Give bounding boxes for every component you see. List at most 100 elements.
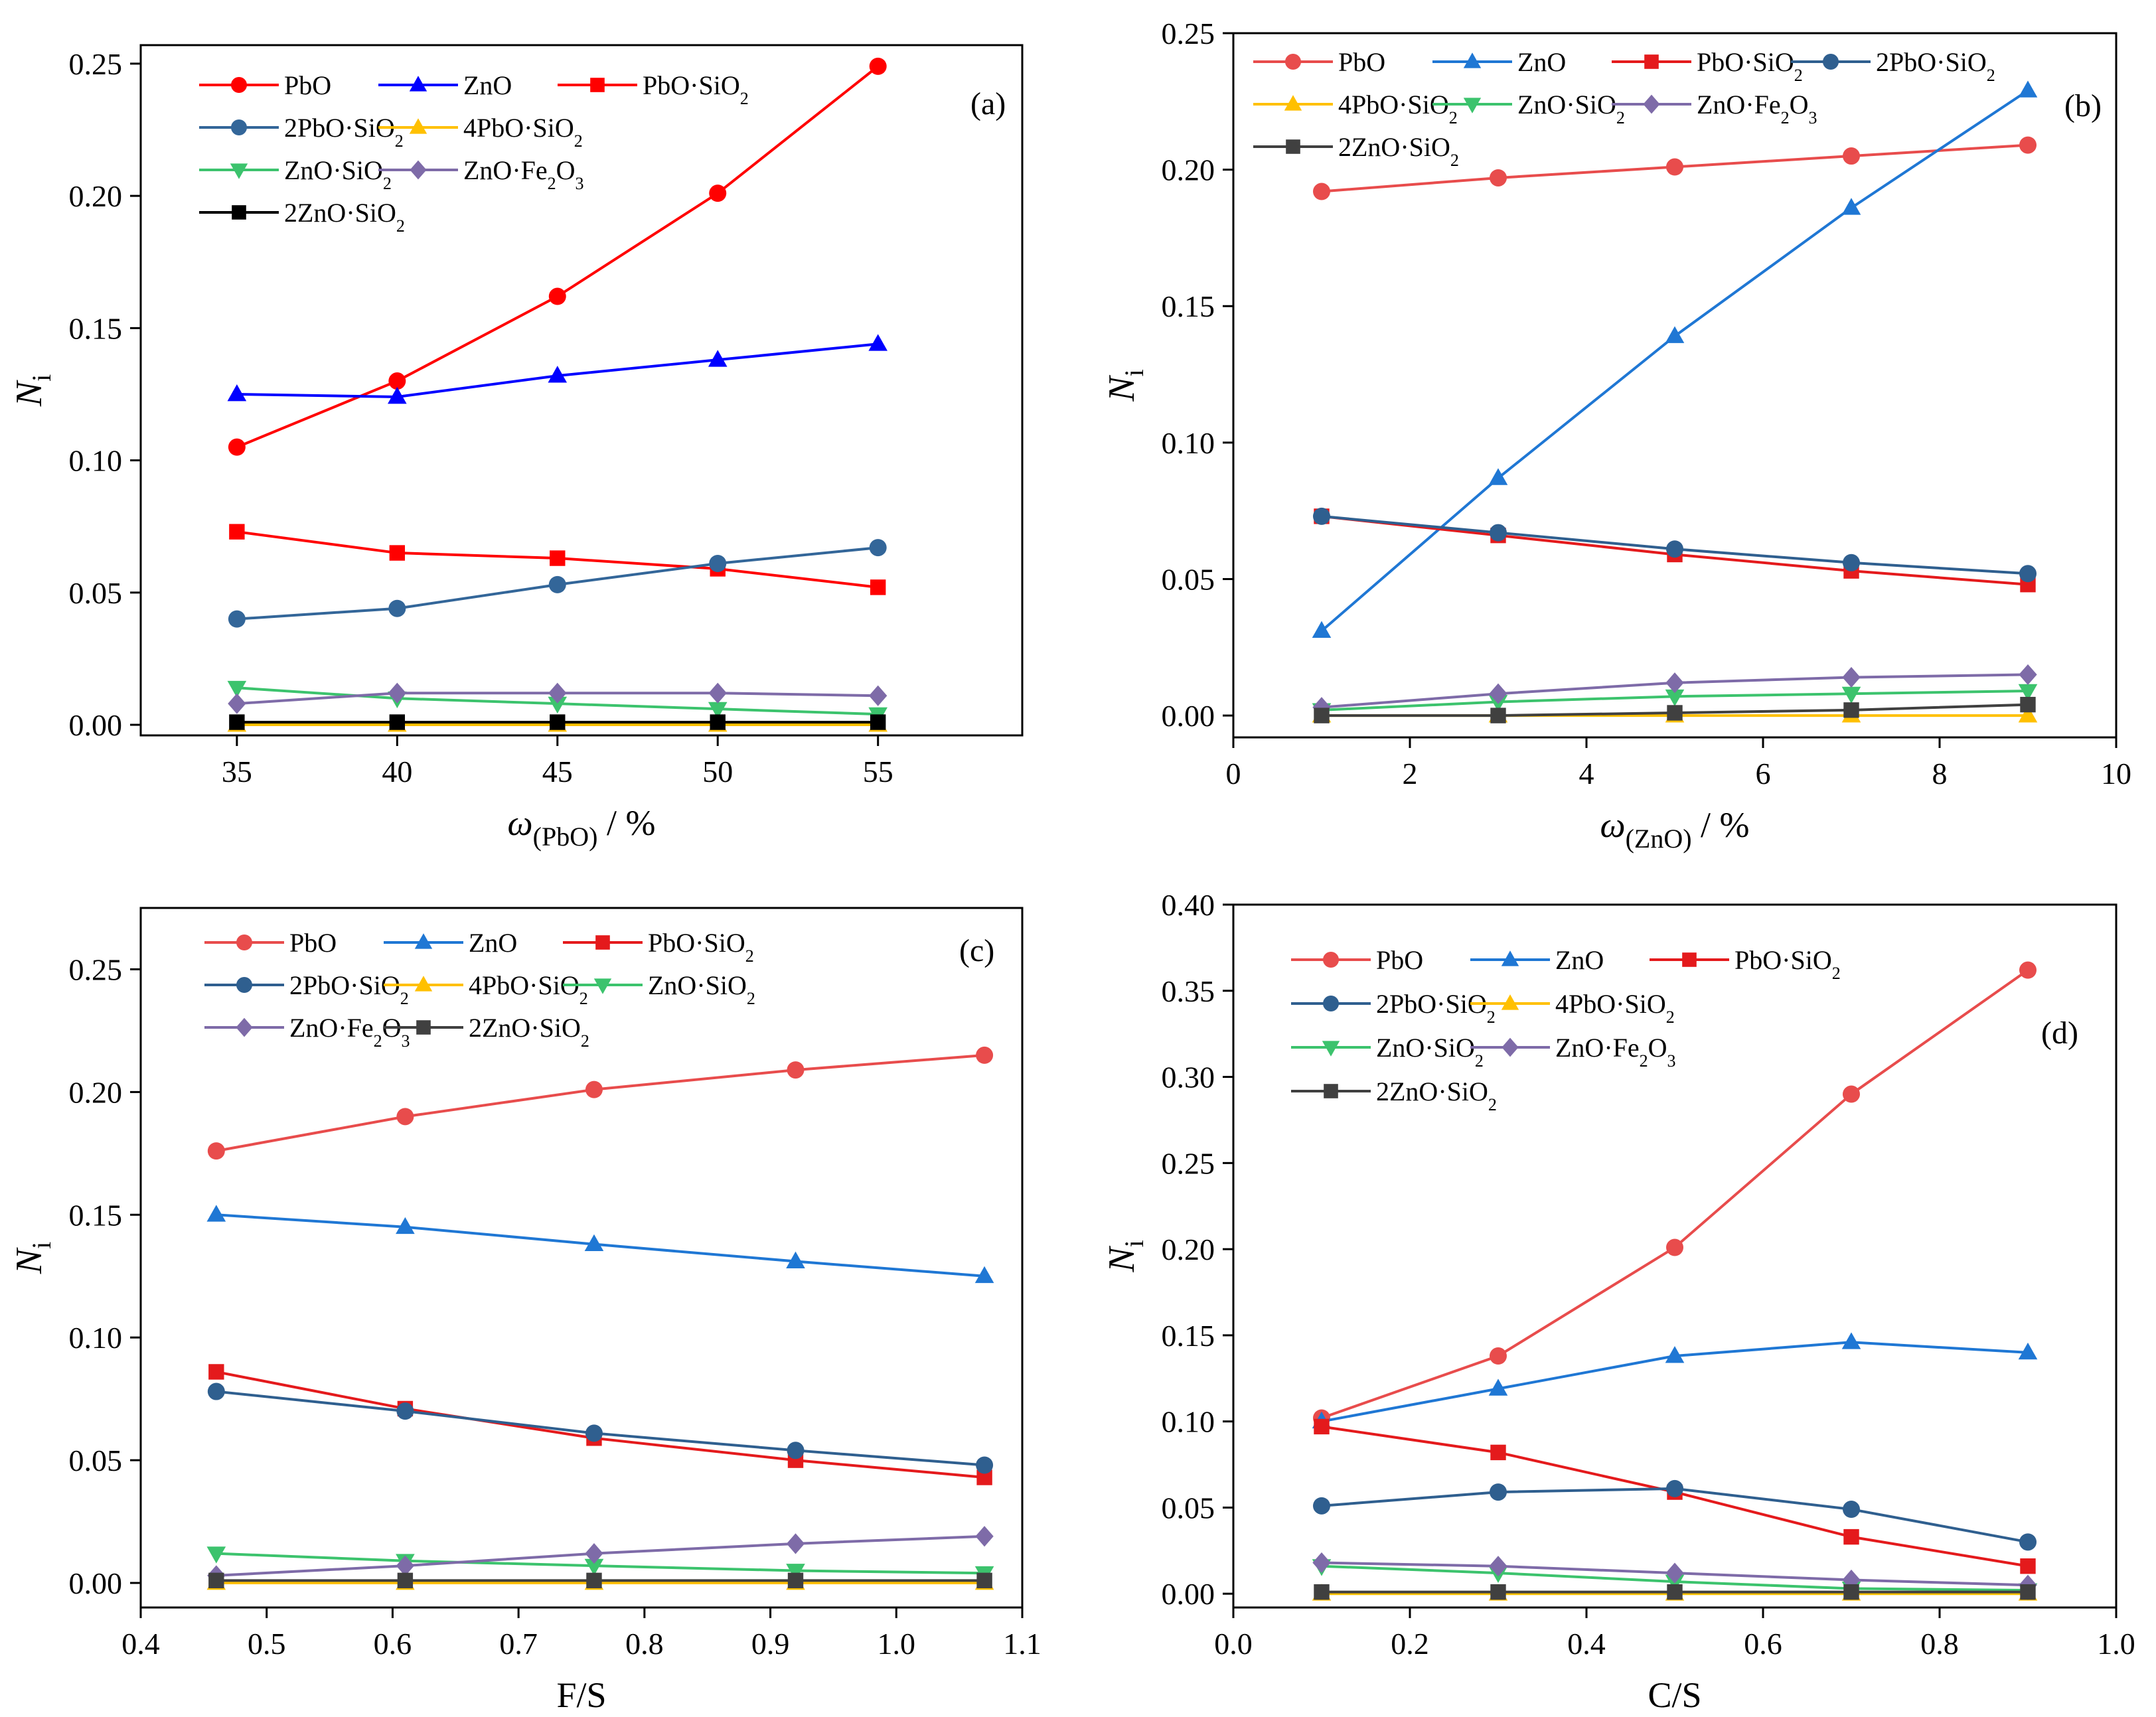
legend-marker (593, 978, 612, 994)
data-point (227, 384, 247, 402)
series-line (216, 1371, 985, 1479)
x-axis-label: ω(ZnO) / % (1600, 805, 1749, 854)
legend-entry-label: 2ZnO·SiO2 (284, 198, 405, 236)
data-point (2019, 664, 2037, 686)
data-point (396, 1217, 415, 1234)
series-2pbosio2 (228, 539, 887, 628)
series-pbo (1313, 136, 2037, 200)
legend-entry-label: PbO·SiO2 (1697, 47, 1803, 85)
x-tick-label: 0 (1226, 757, 1241, 790)
panel-label: (d) (2041, 1015, 2078, 1051)
data-point (710, 714, 726, 730)
data-point (976, 1046, 994, 1064)
data-point (550, 550, 566, 566)
y-tick-label: 0.15 (1162, 1319, 1215, 1353)
legend-marker (232, 205, 246, 220)
data-point (2019, 1533, 2037, 1551)
legend-entry-label: ZnO (469, 928, 517, 958)
data-point (388, 372, 406, 390)
data-point (1490, 524, 1507, 542)
panel-label: (c) (959, 933, 994, 968)
x-tick-label: 4 (1579, 757, 1594, 790)
data-point (1490, 1483, 1507, 1501)
data-point (2018, 684, 2038, 702)
data-point (548, 682, 567, 704)
legend-entry-label: ZnO·SiO2 (284, 155, 392, 193)
series-line (216, 1053, 985, 1153)
data-point (1842, 666, 1861, 688)
data-point (1841, 1332, 1861, 1349)
legend-entry-label: 4PbO·SiO2 (463, 113, 583, 151)
series-2pbosio2 (1313, 507, 2037, 583)
y-tick-label: 0.20 (69, 1075, 123, 1109)
series-zno (227, 334, 887, 404)
data-point (708, 350, 728, 367)
data-point (206, 1205, 226, 1222)
data-point (870, 714, 886, 730)
data-point (1488, 1379, 1508, 1396)
legend-marker (590, 78, 605, 92)
x-axis-label: C/S (1648, 1675, 1701, 1715)
legend-marker (1323, 996, 1339, 1011)
data-point (2019, 136, 2037, 154)
data-point (1490, 1444, 1506, 1461)
data-point (1843, 1501, 1860, 1519)
data-point (709, 554, 727, 572)
data-point (869, 57, 887, 75)
legend-entry-label: ZnO·Fe2O3 (1555, 1033, 1676, 1071)
chart-panel-a: 35 40 45 50 55 0.00 0.05 0.10 0.15 0.20 0.25 ω(PbO)… (9, 44, 1024, 852)
data-point (1843, 702, 1859, 718)
series-2znosio2 (1314, 696, 2036, 723)
y-tick-label: 0.40 (1162, 888, 1215, 922)
x-tick-label: 0.4 (121, 1627, 160, 1661)
data-point (207, 1382, 225, 1400)
legend-entry-label: 4PbO·SiO2 (1555, 989, 1675, 1027)
legend-marker (231, 119, 247, 135)
y-tick-label: 0.25 (1162, 1146, 1215, 1180)
legend-marker (1501, 950, 1519, 966)
y-axis-label: Ni (9, 1242, 56, 1274)
y-tick-label: 0.30 (1162, 1061, 1215, 1094)
legend-entry-label: 2ZnO·SiO2 (469, 1013, 589, 1051)
data-point (1665, 326, 1685, 343)
data-point (389, 545, 406, 561)
data-point (1490, 1347, 1507, 1365)
series-pbosio2 (208, 1364, 992, 1485)
legend-marker (1286, 139, 1300, 154)
data-point (207, 1142, 225, 1160)
legend-entry-label: ZnO·SiO2 (1517, 90, 1625, 127)
data-point (1843, 147, 1860, 165)
data-point (2018, 80, 2038, 98)
x-tick-label: 40 (382, 755, 412, 788)
data-point (1841, 686, 1861, 704)
data-point (709, 185, 727, 202)
data-point (1665, 672, 1684, 694)
data-point (1314, 708, 1330, 723)
x-tick-label: 2 (1403, 757, 1418, 790)
data-point (396, 1402, 414, 1420)
data-point (786, 1564, 805, 1581)
legend-entry-label: PbO (284, 70, 331, 100)
legend-marker (409, 118, 427, 134)
data-point (1314, 1584, 1330, 1600)
x-tick-label: 0.0 (1214, 1627, 1253, 1661)
data-point (1843, 1085, 1860, 1103)
data-point (870, 579, 886, 595)
x-tick-label: 0.2 (1391, 1627, 1429, 1661)
data-point (585, 1081, 603, 1098)
legend-marker (1644, 54, 1659, 69)
data-point (708, 702, 728, 719)
x-tick-label: 6 (1756, 757, 1771, 790)
y-tick-label: 0.05 (69, 576, 123, 610)
legend-marker (1643, 94, 1660, 114)
legend-entry-label: 4PbO·SiO2 (469, 970, 588, 1008)
data-point (2019, 961, 2037, 979)
data-point (1314, 1418, 1330, 1435)
data-point (396, 1555, 415, 1576)
y-tick-label: 0.20 (1162, 1232, 1215, 1266)
legend-entry-label: 2ZnO·SiO2 (1376, 1077, 1497, 1114)
legend-marker (1322, 1041, 1340, 1057)
data-point (208, 1364, 224, 1380)
data-point (1667, 1584, 1683, 1600)
legend-marker (595, 935, 610, 950)
